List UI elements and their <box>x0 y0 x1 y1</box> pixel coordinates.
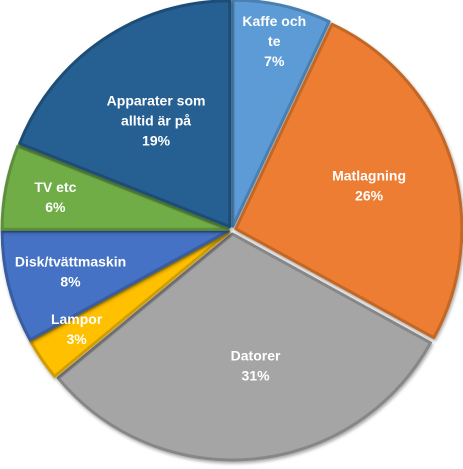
pie-label-kaffe-och-te: Kaffe och te 7% <box>242 13 306 69</box>
pie-label-apparater-som-alltid-ar-pa: Apparater som alltid är på 19% <box>107 92 206 148</box>
pie-slice-kaffe-och-te <box>231 0 331 228</box>
pie-label-tv-etc: TV etc 6% <box>34 179 76 215</box>
pie-slice-apparater-som-alltid-ar-pa <box>18 0 232 229</box>
pie-slice-tv-etc <box>0 144 230 231</box>
pie-label-datorer: Datorer 31% <box>231 347 281 383</box>
pie-label-disk-tvattmaskin: Disk/tvättmaskin 8% <box>15 253 126 289</box>
pie-slice-disk-tvattmaskin <box>0 229 230 342</box>
pie-slice-datorer <box>56 232 432 462</box>
pie-label-lampor: Lampor 3% <box>51 311 103 347</box>
pie-slice-matlagning <box>234 22 463 340</box>
pie-label-matlagning: Matlagning 26% <box>332 167 406 203</box>
